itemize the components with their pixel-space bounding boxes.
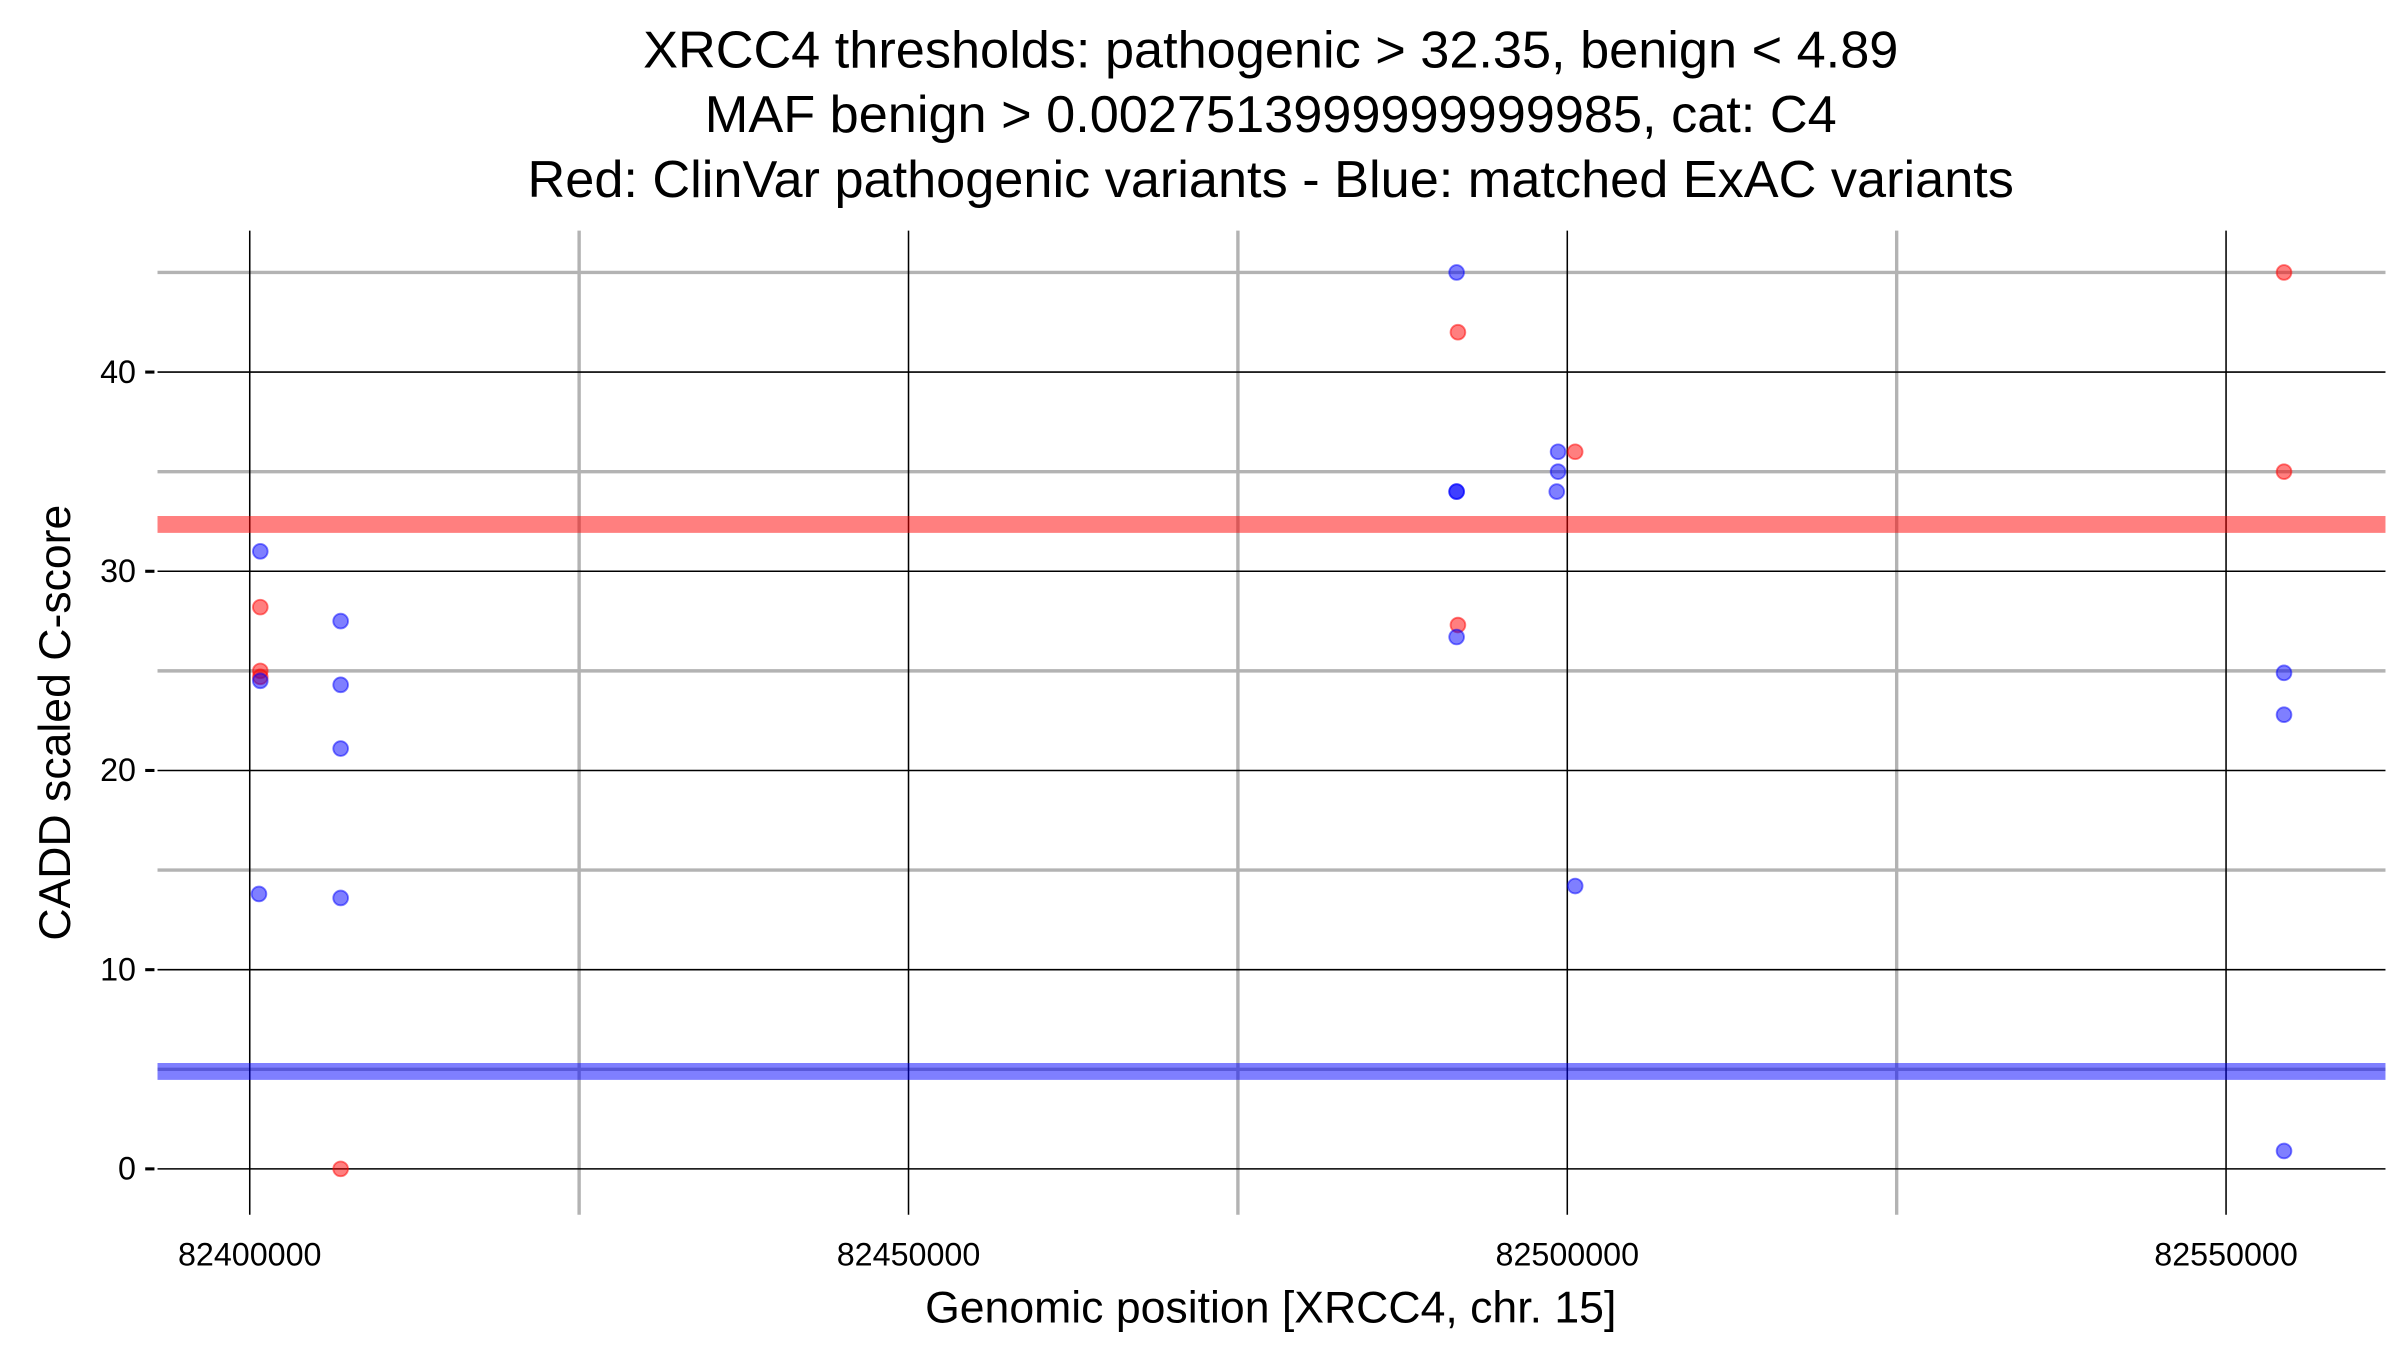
data-point (1549, 443, 1567, 461)
x-tick-label: 82550000 (2154, 1236, 2298, 1272)
data-point (1548, 483, 1566, 500)
data-point (251, 672, 269, 690)
x-tick-label: 82400000 (178, 1236, 322, 1272)
data-point (1549, 463, 1567, 480)
x-tick-label: 82500000 (1496, 1236, 1640, 1272)
data-point (2275, 706, 2293, 724)
axes: 0 10 20 30 40 82400000 82450000 82500000 8255000… (100, 354, 2298, 1273)
y-tick-label: 20 (100, 752, 136, 788)
data-point (332, 740, 349, 757)
data-point (332, 889, 349, 907)
data-point (1449, 323, 1467, 341)
y-tick-label: 30 (100, 553, 136, 589)
data-point (1566, 877, 1584, 895)
data-point (1448, 483, 1465, 500)
threshold-lines (157, 516, 2386, 1080)
y-axis-label: CADD scaled C-score (31, 505, 80, 941)
data-points (250, 264, 2293, 1178)
y-tick-label: 10 (100, 951, 136, 987)
chart-title-line-2: MAF benign > 0.0027513999999999985, cat:… (705, 86, 1837, 144)
x-axis-label: Genomic position [XRCC4, chr. 15] (925, 1283, 1616, 1332)
data-point (251, 598, 269, 616)
data-point (2275, 1142, 2293, 1160)
data-point (1566, 443, 1584, 461)
data-point (2275, 264, 2293, 281)
chart-title-line-3: Red: ClinVar pathogenic variants - Blue:… (528, 151, 2014, 209)
data-point (2275, 463, 2293, 480)
data-point (251, 543, 269, 560)
chart-title-line-1: XRCC4 thresholds: pathogenic > 32.35, be… (643, 22, 1898, 80)
y-tick-label: 0 (118, 1151, 136, 1187)
data-point (1448, 628, 1465, 646)
data-point (250, 885, 268, 903)
data-point (332, 676, 349, 694)
data-point (332, 1160, 349, 1178)
grid (157, 230, 2386, 1215)
data-point (2275, 664, 2293, 682)
data-point (332, 612, 349, 630)
data-point (1448, 264, 1465, 281)
y-tick-label: 40 (100, 354, 136, 390)
x-tick-label: 82450000 (837, 1236, 981, 1272)
